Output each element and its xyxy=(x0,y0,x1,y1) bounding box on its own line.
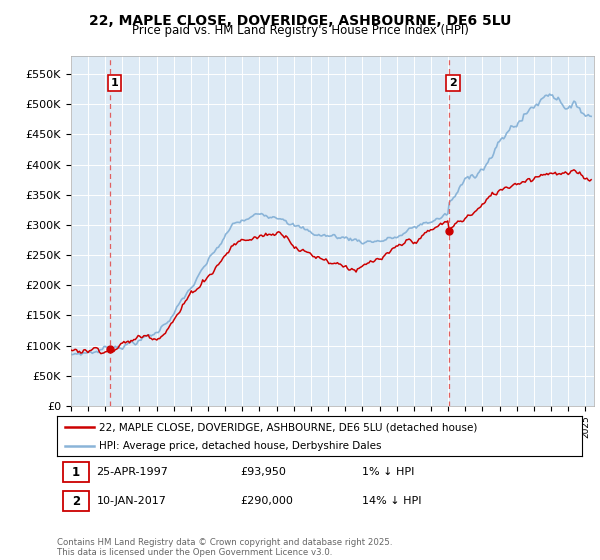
Text: 1: 1 xyxy=(110,78,118,88)
Text: 22, MAPLE CLOSE, DOVERIDGE, ASHBOURNE, DE6 5LU: 22, MAPLE CLOSE, DOVERIDGE, ASHBOURNE, D… xyxy=(89,14,511,28)
Text: 2: 2 xyxy=(72,494,80,507)
Text: Contains HM Land Registry data © Crown copyright and database right 2025.
This d: Contains HM Land Registry data © Crown c… xyxy=(57,538,392,557)
Text: 10-JAN-2017: 10-JAN-2017 xyxy=(97,496,166,506)
Text: 22, MAPLE CLOSE, DOVERIDGE, ASHBOURNE, DE6 5LU (detached house): 22, MAPLE CLOSE, DOVERIDGE, ASHBOURNE, D… xyxy=(99,422,478,432)
FancyBboxPatch shape xyxy=(64,491,89,511)
Text: 2: 2 xyxy=(449,78,457,88)
Text: HPI: Average price, detached house, Derbyshire Dales: HPI: Average price, detached house, Derb… xyxy=(99,441,382,451)
Text: 14% ↓ HPI: 14% ↓ HPI xyxy=(361,496,421,506)
Text: 25-APR-1997: 25-APR-1997 xyxy=(97,467,168,477)
Text: £93,950: £93,950 xyxy=(241,467,287,477)
Text: 1: 1 xyxy=(72,466,80,479)
Text: £290,000: £290,000 xyxy=(241,496,293,506)
FancyBboxPatch shape xyxy=(64,463,89,482)
Text: 1% ↓ HPI: 1% ↓ HPI xyxy=(361,467,414,477)
Text: Price paid vs. HM Land Registry's House Price Index (HPI): Price paid vs. HM Land Registry's House … xyxy=(131,24,469,37)
